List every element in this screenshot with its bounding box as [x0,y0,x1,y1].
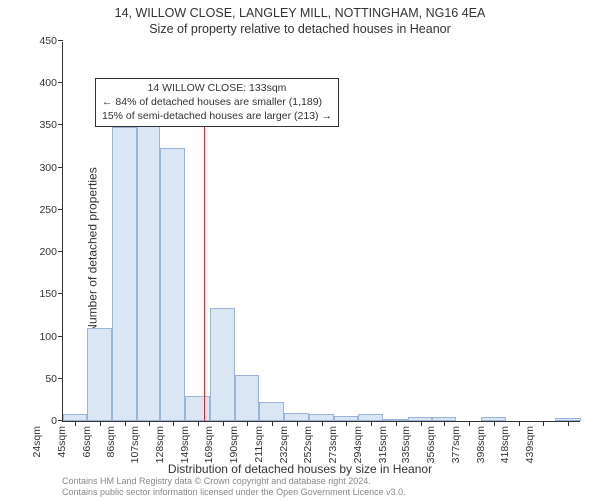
xtick-mark [543,421,544,426]
chart-title-line1: 14, WILLOW CLOSE, LANGLEY MILL, NOTTINGH… [0,6,600,20]
xtick-mark [469,421,470,426]
xtick-label: 128sqm [152,422,166,466]
xtick-label: 273sqm [325,422,339,466]
histogram-bar [259,402,284,421]
xtick-label: 86sqm [103,422,117,466]
ytick-label: 400 [39,77,63,89]
histogram-bar [112,127,137,421]
ytick-label: 450 [39,35,63,47]
histogram-bar [309,414,334,421]
footer-line1: Contains HM Land Registry data © Crown c… [62,476,406,487]
xtick-mark [149,421,150,426]
xtick-label: 149sqm [177,422,191,466]
xtick-label: 66sqm [79,422,93,466]
chart-container: 14, WILLOW CLOSE, LANGLEY MILL, NOTTINGH… [0,0,600,500]
xtick-mark [125,421,126,426]
xtick-label: 398sqm [473,422,487,466]
xtick-label: 190sqm [226,422,240,466]
xtick-label: 315sqm [375,422,389,466]
plot-area: 14 WILLOW CLOSE: 133sqm← 84% of detached… [62,42,580,422]
xtick-label: 45sqm [54,422,68,466]
footer-line2: Contains public sector information licen… [62,487,406,498]
histogram-bar [284,413,309,421]
xtick-label: 24sqm [29,422,43,466]
xtick-mark [371,421,372,426]
annotation-line: 15% of semi-detached houses are larger (… [102,110,332,124]
histogram-bar [87,328,112,421]
xtick-mark [100,421,101,426]
ytick-label: 50 [45,373,63,385]
ytick-label: 150 [39,288,63,300]
xtick-label: 439sqm [522,422,536,466]
xtick-mark [396,421,397,426]
xtick-label: 232sqm [276,422,290,466]
xtick-mark [421,421,422,426]
histogram-bar [137,106,161,421]
xtick-mark [173,421,174,426]
annotation-line: 14 WILLOW CLOSE: 133sqm [102,82,332,96]
xtick-label: 356sqm [423,422,437,466]
xtick-label: 294sqm [350,422,364,466]
x-axis-label: Distribution of detached houses by size … [0,462,600,476]
histogram-bar [185,396,210,421]
xtick-mark [75,421,76,426]
xtick-label: 211sqm [251,422,265,466]
xtick-label: 107sqm [127,422,141,466]
ytick-label: 100 [39,331,63,343]
xtick-mark [568,421,569,426]
xtick-mark [272,421,273,426]
xtick-mark [519,421,520,426]
histogram-bar [210,308,235,421]
ytick-label: 300 [39,162,63,174]
xtick-mark [322,421,323,426]
ytick-label: 350 [39,119,63,131]
xtick-mark [297,421,298,426]
xtick-label: 169sqm [201,422,215,466]
ytick-label: 200 [39,246,63,258]
xtick-mark [223,421,224,426]
xtick-label: 252sqm [300,422,314,466]
xtick-mark [247,421,248,426]
xtick-mark [198,421,199,426]
chart-title-line2: Size of property relative to detached ho… [0,22,600,36]
annotation-box: 14 WILLOW CLOSE: 133sqm← 84% of detached… [95,78,339,127]
xtick-label: 418sqm [497,422,511,466]
xtick-label: 377sqm [448,422,462,466]
histogram-bar [160,148,185,421]
histogram-bar [63,414,87,421]
xtick-mark [346,421,347,426]
xtick-mark [494,421,495,426]
histogram-bar [358,414,383,421]
footer-attribution: Contains HM Land Registry data © Crown c… [62,476,406,498]
histogram-bar [235,375,259,421]
xtick-label: 335sqm [398,422,412,466]
annotation-line: ← 84% of detached houses are smaller (1,… [102,96,332,110]
reference-line [204,83,205,421]
xtick-mark [444,421,445,426]
ytick-label: 250 [39,204,63,216]
